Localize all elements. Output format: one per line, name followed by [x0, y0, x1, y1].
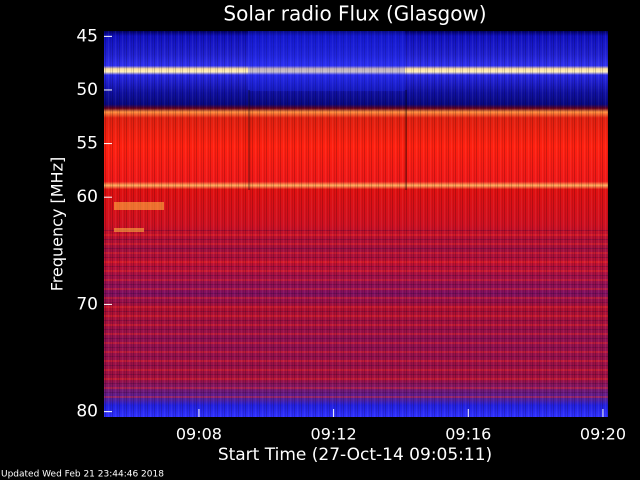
y-axis-label: Frequency [MHz] — [48, 157, 67, 291]
segment-edge — [405, 90, 407, 190]
segment-shade — [248, 31, 405, 91]
burst — [114, 202, 164, 210]
chart-title: Solar radio Flux (Glasgow) — [223, 2, 486, 26]
x-tick-label: 09:20 — [580, 425, 626, 444]
y-tick-label: 50 — [76, 80, 98, 100]
texture — [104, 31, 608, 417]
segment-edge — [248, 90, 250, 190]
y-tick-label: 45 — [76, 26, 98, 46]
spectrogram — [104, 31, 608, 417]
x-tick-label: 09:08 — [176, 425, 222, 444]
y-tick-label: 70 — [76, 294, 98, 314]
y-tick-label: 55 — [76, 134, 98, 154]
x-tick-label: 09:12 — [311, 425, 357, 444]
x-axis-label: Start Time (27-Oct-14 09:05:11) — [218, 445, 492, 465]
footer: Updated Wed Feb 21 23:44:46 2018 — [1, 470, 164, 480]
y-tick-label: 80 — [76, 402, 98, 422]
x-tick-label: 09:16 — [445, 425, 491, 444]
y-tick-label: 60 — [76, 187, 98, 207]
burst — [114, 228, 144, 232]
